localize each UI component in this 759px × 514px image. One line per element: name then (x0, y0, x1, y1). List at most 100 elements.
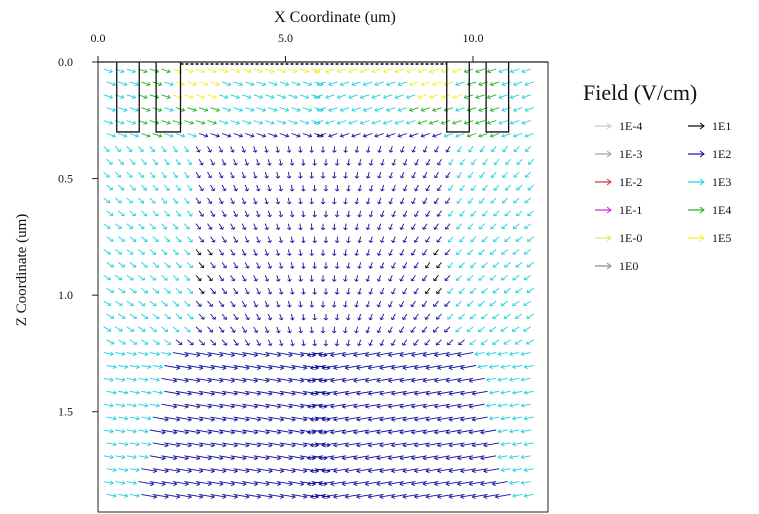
field-vector (195, 300, 202, 307)
field-vector-head (379, 214, 385, 218)
field-vector-head (421, 329, 426, 333)
field-vector-head (154, 162, 159, 166)
field-vector-head (402, 214, 407, 218)
field-vector (363, 133, 373, 137)
field-vector-head (288, 455, 293, 461)
field-vector-head (308, 133, 313, 138)
field-vector (456, 249, 462, 256)
field-vector (402, 493, 419, 498)
field-vector-head (357, 214, 362, 218)
field-vector-head (509, 377, 514, 382)
field-vector (402, 390, 419, 395)
field-vector-head (413, 265, 418, 269)
field-vector-head (402, 291, 407, 295)
field-vector-head (391, 239, 396, 243)
field-vector-head (509, 120, 515, 125)
field-vector (445, 171, 451, 178)
field-vector-head (323, 317, 329, 321)
field-vector-head (275, 253, 281, 256)
field-vector (333, 365, 350, 369)
field-vector (195, 275, 202, 281)
field-vector-head (353, 429, 358, 435)
field-vector-head (196, 200, 201, 204)
field-vector-head (326, 365, 331, 370)
field-vector (397, 107, 407, 112)
field-vector-head (491, 481, 496, 487)
field-vector-head (371, 94, 376, 99)
field-vector-head (222, 213, 227, 218)
field-vector (233, 262, 238, 269)
field-vector (379, 416, 396, 421)
field-vector-head (483, 442, 488, 448)
field-vector (161, 197, 167, 204)
field-vector (426, 416, 442, 421)
field-vector-head (382, 94, 388, 99)
field-vector-head (489, 81, 495, 87)
field-vector (342, 455, 358, 459)
field-vector (347, 184, 350, 192)
field-vector-head (346, 240, 351, 244)
field-vector (330, 481, 347, 485)
field-vector-head (176, 417, 181, 422)
field-vector (505, 184, 512, 191)
field-vector-head (388, 252, 393, 256)
field-vector (256, 133, 266, 137)
field-vector (230, 300, 235, 307)
field-vector (525, 145, 532, 152)
field-vector (103, 68, 113, 73)
field-vector (161, 455, 177, 459)
field-vector (115, 429, 125, 433)
field-vector (267, 262, 271, 269)
field-vector (376, 429, 393, 434)
field-vector (172, 171, 178, 178)
field-vector (342, 481, 358, 485)
field-vector-head (296, 133, 301, 138)
field-vector-head (425, 468, 430, 474)
field-vector (233, 416, 250, 421)
field-vector-head (493, 213, 498, 217)
field-vector (414, 262, 419, 269)
field-vector-head (298, 227, 303, 231)
field-vector-head (268, 391, 273, 396)
field-vector (152, 468, 169, 472)
field-vector (172, 481, 189, 485)
field-vector (195, 481, 212, 485)
field-vector (509, 403, 520, 407)
field-vector (290, 313, 294, 321)
field-vector-head (306, 404, 312, 409)
field-vector (446, 352, 462, 356)
field-vector-head (177, 187, 182, 191)
field-vector (141, 287, 148, 294)
field-vector-head (151, 200, 156, 204)
field-vector (394, 94, 404, 99)
field-vector (161, 403, 177, 408)
field-vector (356, 197, 359, 204)
field-vector (172, 403, 189, 408)
field-vector (467, 274, 474, 281)
field-vector-head (455, 303, 460, 307)
field-vector-head (515, 315, 519, 319)
field-vector-head (513, 174, 518, 178)
field-vector (164, 390, 180, 395)
field-vector-head (111, 107, 117, 112)
field-vector (241, 171, 246, 179)
field-vector (276, 455, 293, 459)
field-vector (478, 274, 485, 281)
field-vector-head (275, 175, 281, 179)
field-vector (336, 210, 338, 217)
field-vector (175, 133, 185, 137)
field-vector (356, 416, 373, 421)
field-vector-head (134, 107, 140, 112)
field-vector-head (234, 291, 239, 295)
field-vector-head (309, 365, 315, 370)
field-vector (187, 468, 203, 472)
field-vector (175, 416, 192, 421)
field-vector-head (258, 69, 264, 74)
field-vector-head (471, 442, 476, 448)
field-vector (504, 236, 511, 242)
field-vector (198, 442, 215, 447)
field-vector (126, 352, 137, 355)
field-vector (198, 468, 215, 472)
field-vector-head (479, 149, 484, 153)
field-vector-head (242, 404, 247, 409)
